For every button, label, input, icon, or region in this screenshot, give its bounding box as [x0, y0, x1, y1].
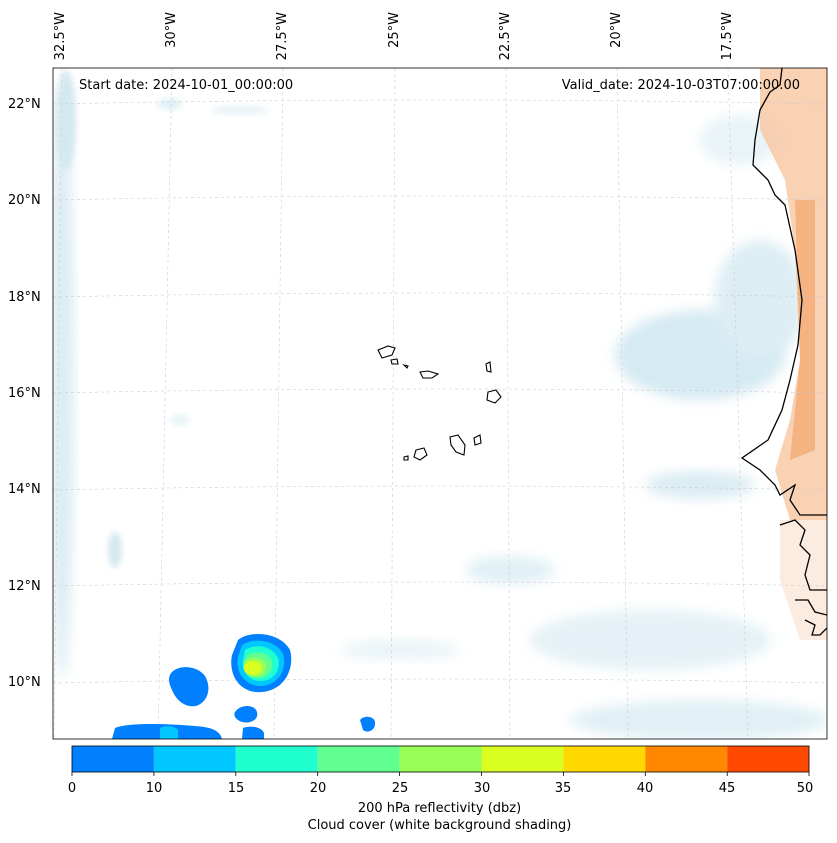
colorbar-bin-30-35: [481, 746, 564, 772]
colorbar-title: 200 hPa reflectivity (dbz): [357, 801, 522, 816]
latitude-label-20n: 20°N: [8, 193, 41, 208]
latitude-label-12n: 12°N: [8, 579, 41, 594]
colorbar-tick-10: 10: [145, 781, 163, 796]
longitude-label-20w: 20°W: [609, 12, 624, 48]
longitude-label-17-5w: 17.5°W: [720, 12, 735, 61]
reflectivity-cells: [112, 634, 376, 739]
colorbar-bin-25-30: [399, 746, 482, 772]
colorbar-tick-25: 25: [391, 781, 409, 796]
colorbar-tick-50: 50: [796, 781, 814, 796]
colorbar-bin-35-40: [563, 746, 646, 772]
longitude-label-32-5w: 32.5°W: [53, 12, 68, 61]
colorbar-tick-15: 15: [227, 781, 245, 796]
graticule: [53, 68, 827, 739]
colorbar-tick-30: 30: [473, 781, 491, 796]
map-plot-area: [53, 68, 827, 739]
coastline: [740, 68, 827, 636]
colorbar-bin-0-10: [72, 746, 154, 772]
colorbar-tick-35: 35: [554, 781, 572, 796]
longitude-label-25w: 25°W: [387, 12, 402, 48]
colorbar-bin-40-45: [645, 746, 728, 772]
longitude-label-27-5w: 27.5°W: [275, 12, 290, 61]
cloud-cover-shading: [53, 70, 827, 739]
latitude-label-16n: 16°N: [8, 386, 41, 401]
latitude-label-14n: 14°N: [8, 482, 41, 497]
valid-date-label: Valid_date: 2024-10-03T07:00:00.00: [561, 78, 800, 93]
latitude-label-10n: 10°N: [8, 675, 41, 690]
map-frame: [52, 67, 828, 740]
latitude-label-22n: 22°N: [8, 97, 41, 112]
start-date-label: Start date: 2024-10-01_00:00:00: [79, 78, 294, 93]
longitude-label-22-5w: 22.5°W: [498, 12, 513, 61]
colorbar-tick-45: 45: [718, 781, 736, 796]
colorbar-bin-45-50: [727, 746, 809, 772]
colorbar-bin-20-25: [317, 746, 400, 772]
colorbar-tick-40: 40: [636, 781, 654, 796]
land-temperature-shading: [760, 68, 827, 640]
colorbar: [71, 745, 810, 776]
colorbar-subtitle: Cloud cover (white background shading): [307, 818, 572, 833]
colorbar-bin-15-20: [235, 746, 318, 772]
latitude-label-18n: 18°N: [8, 290, 41, 305]
colorbar-tick-20: 20: [309, 781, 327, 796]
colorbar-tick-0: 0: [67, 781, 77, 796]
cape-verde-islands: [377, 345, 502, 461]
longitude-label-30w: 30°W: [164, 12, 179, 48]
colorbar-bin-10-15: [153, 746, 236, 772]
